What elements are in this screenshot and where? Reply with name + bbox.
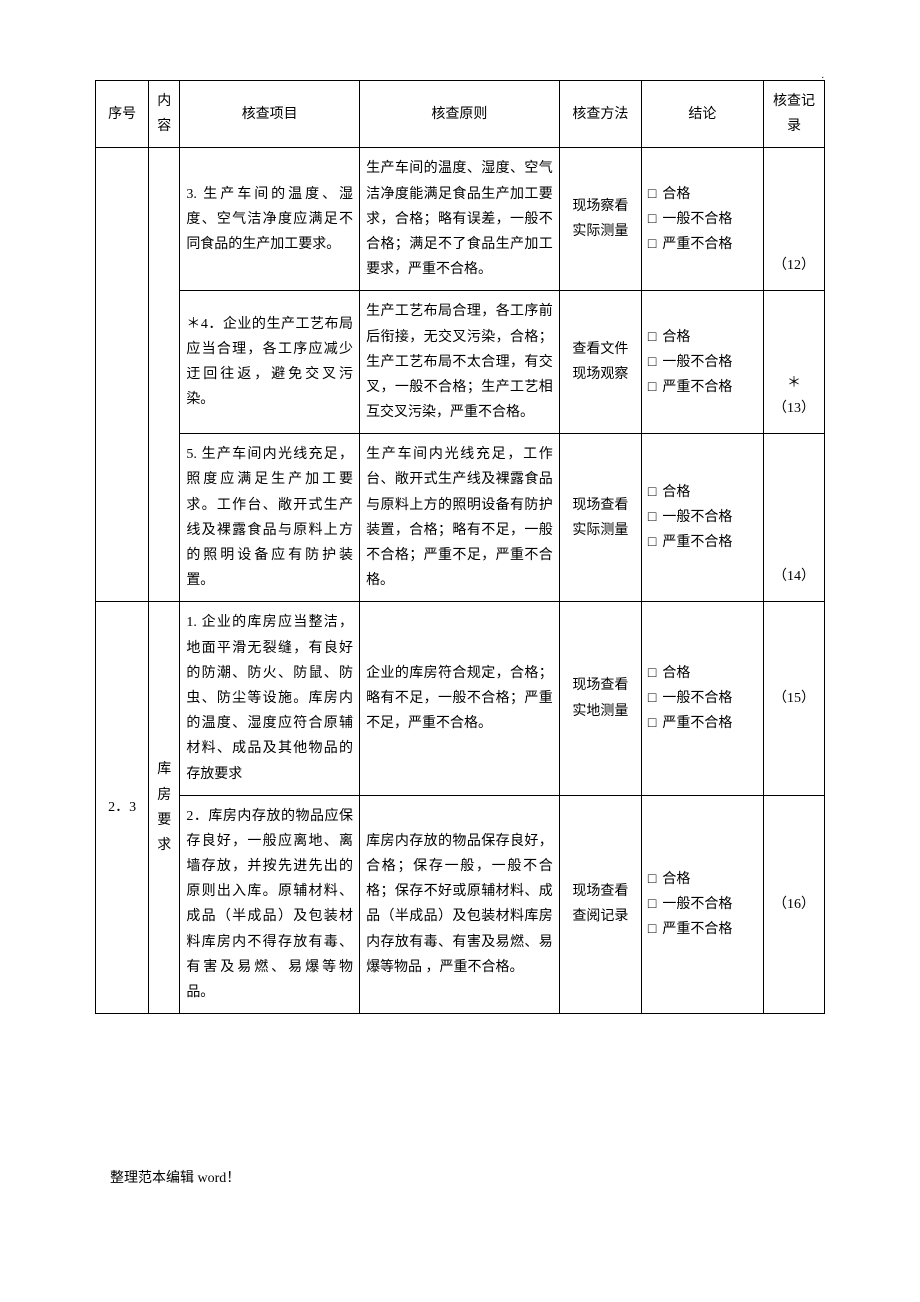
conclusion-general-fail: 一般不合格	[662, 355, 732, 370]
cell-method: 现场查看查阅记录	[559, 795, 641, 1014]
header-method: 核查方法	[559, 81, 641, 148]
cell-content-empty	[149, 148, 180, 602]
table-header-row: 序号 内容 核查项目 核查原则 核查方法 结论 核查记录	[96, 81, 825, 148]
cell-conclusion: □ 合格 □ 一般不合格 □ 严重不合格	[641, 291, 763, 434]
conclusion-pass: 合格	[662, 872, 690, 887]
cell-record: （16）	[763, 795, 824, 1014]
cell-item: 5. 生产车间内光线充足，照度应满足生产加工要求。工作台、敞开式生产线及裸露食品…	[180, 434, 360, 602]
cell-method: 现场查看实地测量	[559, 602, 641, 795]
checkbox-icon: □	[648, 892, 656, 917]
conclusion-general-fail: 一般不合格	[662, 510, 732, 525]
checkbox-icon: □	[648, 661, 656, 686]
conclusion-pass: 合格	[662, 666, 690, 681]
header-seq: 序号	[96, 81, 149, 148]
cell-principle: 生产车间的温度、湿度、空气洁净度能满足食品生产加工要求，合格；略有误差，一般不合…	[360, 148, 560, 291]
checkbox-icon: □	[648, 375, 656, 400]
table-row: 2．库房内存放的物品应保存良好，一般应离地、离墙存放，并按先进先出的原则出入库。…	[96, 795, 825, 1014]
checkbox-icon: □	[648, 711, 656, 736]
checkbox-icon: □	[648, 480, 656, 505]
cell-principle: 生产工艺布局合理，各工序前后衔接，无交叉污染，合格；生产工艺布局不太合理，有交叉…	[360, 291, 560, 434]
cell-method: 现场查看实际测量	[559, 434, 641, 602]
cell-seq-empty	[96, 148, 149, 602]
cell-method: 查看文件现场观察	[559, 291, 641, 434]
checkbox-icon: □	[648, 530, 656, 555]
cell-conclusion: □ 合格 □ 一般不合格 □ 严重不合格	[641, 148, 763, 291]
cell-principle: 生产车间内光线充足，工作台、敞开式生产线及裸露食品与原料上方的照明设备有防护装置…	[360, 434, 560, 602]
cell-conclusion: □ 合格 □ 一般不合格 □ 严重不合格	[641, 795, 763, 1014]
table-row: 2．3 库房要求 1. 企业的库房应当整洁，地面平滑无裂缝，有良好的防潮、防火、…	[96, 602, 825, 795]
conclusion-general-fail: 一般不合格	[662, 212, 732, 227]
cell-record: ＊（13）	[763, 291, 824, 434]
conclusion-pass: 合格	[662, 187, 690, 202]
table-row: 5. 生产车间内光线充足，照度应满足生产加工要求。工作台、敞开式生产线及裸露食品…	[96, 434, 825, 602]
cell-conclusion: □ 合格 □ 一般不合格 □ 严重不合格	[641, 602, 763, 795]
inspection-table: 序号 内容 核查项目 核查原则 核查方法 结论 核查记录 3. 生产车间的温度、…	[95, 80, 825, 1014]
checkbox-icon: □	[648, 505, 656, 530]
conclusion-serious-fail: 严重不合格	[662, 237, 732, 252]
cell-method: 现场察看实际测量	[559, 148, 641, 291]
conclusion-pass: 合格	[662, 330, 690, 345]
page-dot: .	[822, 70, 825, 81]
checkbox-icon: □	[648, 867, 656, 892]
header-item: 核查项目	[180, 81, 360, 148]
cell-principle: 企业的库房符合规定，合格；略有不足，一般不合格；严重不足，严重不合格。	[360, 602, 560, 795]
conclusion-general-fail: 一般不合格	[662, 897, 732, 912]
conclusion-serious-fail: 严重不合格	[662, 716, 732, 731]
header-conclusion: 结论	[641, 81, 763, 148]
cell-item: 3. 生产车间的温度、湿度、空气洁净度应满足不同食品的生产加工要求。	[180, 148, 360, 291]
conclusion-serious-fail: 严重不合格	[662, 922, 732, 937]
footer-text: 整理范本编辑 word！	[110, 1167, 240, 1187]
cell-principle: 库房内存放的物品保存良好，合格；保存一般，一般不合格；保存不好或原辅材料、成品（…	[360, 795, 560, 1014]
header-record: 核查记录	[763, 81, 824, 148]
cell-item: 1. 企业的库房应当整洁，地面平滑无裂缝，有良好的防潮、防火、防鼠、防虫、防尘等…	[180, 602, 360, 795]
checkbox-icon: □	[648, 325, 656, 350]
cell-item: ＊4．企业的生产工艺布局应当合理，各工序应减少迂回往返，避免交叉污染。	[180, 291, 360, 434]
table-row: 3. 生产车间的温度、湿度、空气洁净度应满足不同食品的生产加工要求。 生产车间的…	[96, 148, 825, 291]
page-content: 序号 内容 核查项目 核查原则 核查方法 结论 核查记录 3. 生产车间的温度、…	[0, 0, 920, 1014]
conclusion-pass: 合格	[662, 485, 690, 500]
checkbox-icon: □	[648, 917, 656, 942]
cell-item: 2．库房内存放的物品应保存良好，一般应离地、离墙存放，并按先进先出的原则出入库。…	[180, 795, 360, 1014]
cell-record: （14）	[763, 434, 824, 602]
checkbox-icon: □	[648, 182, 656, 207]
conclusion-general-fail: 一般不合格	[662, 691, 732, 706]
cell-record: （12）	[763, 148, 824, 291]
header-content: 内容	[149, 81, 180, 148]
conclusion-serious-fail: 严重不合格	[662, 380, 732, 395]
cell-record: （15）	[763, 602, 824, 795]
checkbox-icon: □	[648, 686, 656, 711]
checkbox-icon: □	[648, 207, 656, 232]
table-row: ＊4．企业的生产工艺布局应当合理，各工序应减少迂回往返，避免交叉污染。 生产工艺…	[96, 291, 825, 434]
cell-content: 库房要求	[149, 602, 180, 1014]
cell-conclusion: □ 合格 □ 一般不合格 □ 严重不合格	[641, 434, 763, 602]
header-principle: 核查原则	[360, 81, 560, 148]
conclusion-serious-fail: 严重不合格	[662, 535, 732, 550]
checkbox-icon: □	[648, 350, 656, 375]
checkbox-icon: □	[648, 232, 656, 257]
cell-seq: 2．3	[96, 602, 149, 1014]
